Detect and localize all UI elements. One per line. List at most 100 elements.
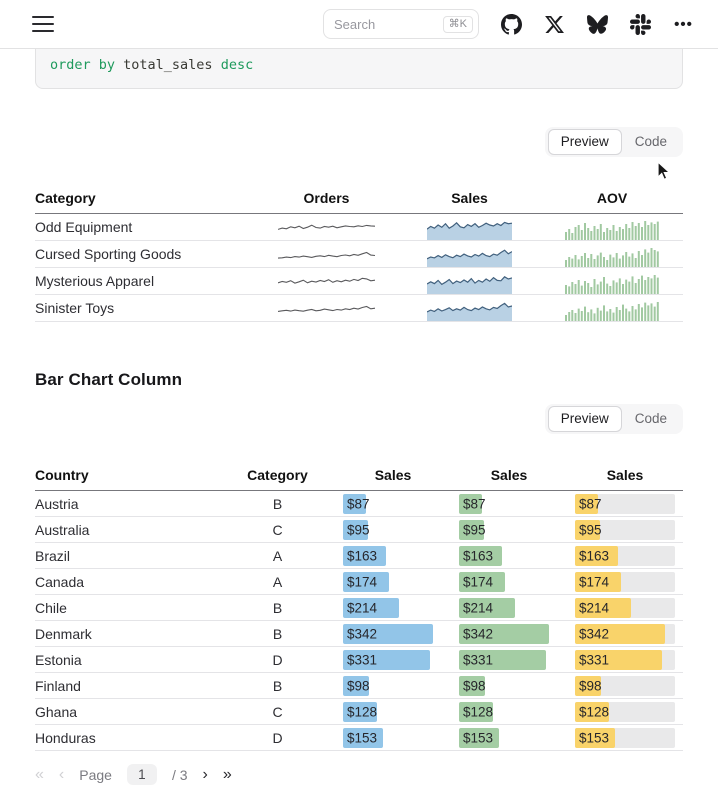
orders-line-sparkline [255, 213, 398, 241]
sales-bar-blue-cell: $87 [335, 490, 451, 517]
code-keyword: order by [50, 57, 124, 73]
table-row: Austria B $87 $87 $87 [35, 490, 683, 517]
bluesky-icon[interactable] [587, 14, 608, 35]
sales-bar-blue: $331 [343, 649, 443, 670]
column-header: AOV [541, 184, 683, 214]
github-icon[interactable] [501, 13, 522, 35]
bar-value-label: $331 [347, 652, 378, 667]
sales-bar-blue-cell: $174 [335, 568, 451, 595]
bar-fill [575, 675, 601, 696]
sales-bar-green: $331 [459, 649, 559, 670]
search-field[interactable] [334, 16, 420, 32]
table-row: Ghana C $128 $128 $128 [35, 698, 683, 725]
bar-fill [343, 493, 366, 514]
bar-value-label: $153 [579, 730, 610, 745]
sales-bar-green: $214 [459, 597, 559, 618]
category-cell: C [220, 698, 335, 725]
search-input[interactable]: ⌘K [323, 9, 479, 39]
sales-bar-green-cell: $95 [451, 516, 567, 543]
sales-bar-green: $128 [459, 701, 559, 722]
sparkline-table: Category Orders Sales AOV Odd Equipment Curs… [35, 184, 683, 322]
sales-bar-green-cell: $98 [451, 672, 567, 699]
tab-code-2[interactable]: Code [622, 406, 680, 432]
bar-value-label: $87 [463, 496, 486, 511]
tab-code-1[interactable]: Code [622, 129, 680, 155]
sales-bar-yellow: $174 [575, 571, 675, 592]
bar-track [575, 493, 675, 514]
bar-fill [343, 519, 368, 540]
first-page-button[interactable]: « [35, 765, 44, 783]
bar-value-label: $128 [579, 704, 610, 719]
bar-fill [459, 597, 516, 618]
country-cell: Austria [35, 490, 220, 517]
category-cell: D [220, 646, 335, 673]
top-navbar: ⌘K ••• [0, 0, 718, 49]
bar-value-label: $153 [347, 730, 378, 745]
column-header: Sales [451, 461, 567, 491]
bar-fill [343, 623, 433, 644]
column-header: Category [35, 184, 255, 214]
tab-preview-2[interactable]: Preview [547, 406, 622, 432]
x-twitter-icon[interactable] [544, 14, 565, 35]
sales-bar-yellow-cell: $128 [567, 698, 683, 725]
sales-bar-blue-cell: $153 [335, 724, 451, 751]
bar-value-label: $331 [463, 652, 494, 667]
sales-bar-yellow: $87 [575, 493, 675, 514]
sales-bar-yellow-cell: $342 [567, 620, 683, 647]
table-row: Chile B $214 $214 $214 [35, 594, 683, 621]
sales-bar-green-cell: $153 [451, 724, 567, 751]
bar-value-label: $87 [347, 496, 370, 511]
column-header: Orders [255, 184, 398, 214]
bar-value-label: $214 [463, 600, 494, 615]
current-page-input[interactable] [126, 764, 157, 785]
bar-fill [459, 701, 493, 722]
bar-fill [575, 701, 609, 722]
sales-bar-blue: $128 [343, 701, 443, 722]
bar-fill [459, 649, 547, 670]
sales-bar-yellow: $153 [575, 727, 675, 748]
preview-code-toggle-2: Preview Code [544, 404, 683, 434]
category-cell: Mysterious Apparel [35, 267, 255, 295]
table-row: Estonia D $331 $331 $331 [35, 646, 683, 673]
last-page-button[interactable]: » [222, 765, 232, 783]
orders-line-sparkline [255, 294, 398, 322]
column-header: Category [220, 461, 335, 491]
category-cell: Sinister Toys [35, 294, 255, 322]
bar-value-label: $214 [579, 600, 610, 615]
bar-value-label: $342 [463, 626, 494, 641]
hamburger-menu-icon[interactable] [32, 16, 54, 32]
tab-preview-1[interactable]: Preview [547, 129, 622, 155]
sales-bar-green-cell: $163 [451, 542, 567, 569]
bar-fill [459, 545, 502, 566]
sales-bar-yellow-cell: $98 [567, 672, 683, 699]
sales-bar-yellow: $98 [575, 675, 675, 696]
sales-bar-blue: $95 [343, 519, 443, 540]
table-row: Sinister Toys [35, 294, 683, 322]
bar-fill [575, 597, 632, 618]
code-line: order by total_sales desc [50, 57, 253, 73]
category-cell: A [220, 568, 335, 595]
slack-icon[interactable] [630, 13, 651, 35]
country-cell: Finland [35, 672, 220, 699]
bar-track [575, 519, 675, 540]
table-row: Australia C $95 $95 $95 [35, 516, 683, 543]
next-page-button[interactable]: › [202, 765, 208, 783]
sales-bar-blue: $98 [343, 675, 443, 696]
bar-fill [343, 545, 386, 566]
prev-page-button[interactable]: ‹ [58, 765, 65, 783]
table-row: Finland B $98 $98 $98 [35, 672, 683, 699]
bar-value-label: $153 [463, 730, 494, 745]
category-cell: C [220, 516, 335, 543]
table-row: Denmark B $342 $342 $342 [35, 620, 683, 647]
country-cell: Honduras [35, 724, 220, 751]
country-cell: Brazil [35, 542, 220, 569]
bar-value-label: $174 [347, 574, 378, 589]
ellipsis-menu-icon[interactable]: ••• [674, 15, 693, 33]
column-header: Country [35, 461, 220, 491]
bar-fill [343, 649, 431, 670]
country-cell: Canada [35, 568, 220, 595]
keyboard-shortcut-badge: ⌘K [442, 15, 473, 33]
bar-value-label: $87 [579, 496, 602, 511]
country-cell: Ghana [35, 698, 220, 725]
table-row: Brazil A $163 $163 $163 [35, 542, 683, 569]
